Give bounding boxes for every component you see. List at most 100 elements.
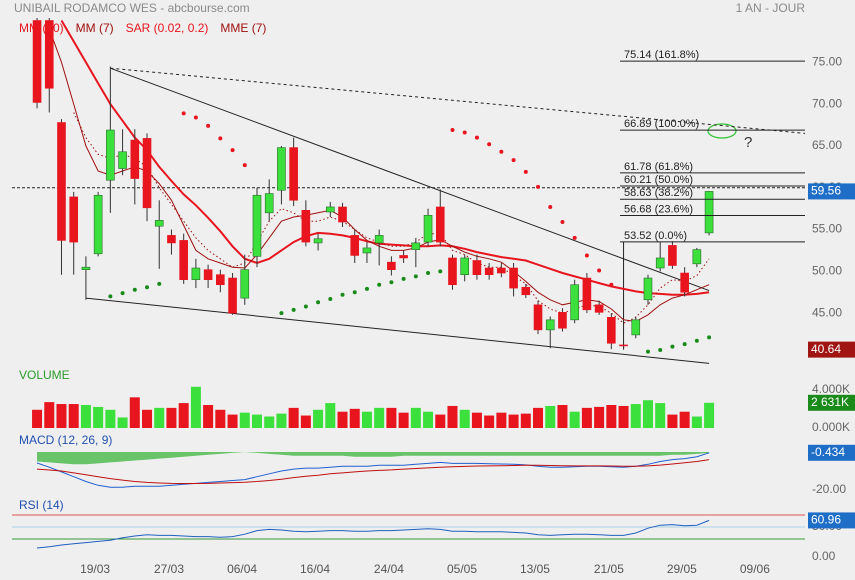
sar-dot (438, 269, 443, 274)
candle-body (399, 255, 408, 259)
x-tick-label: 13/05 (520, 562, 550, 576)
volume-bar (276, 413, 287, 428)
volume-bar (496, 412, 507, 428)
sar-dot (230, 148, 235, 153)
sar-dot (682, 342, 687, 347)
volume-bar (691, 416, 702, 428)
x-tick-label: 05/05 (447, 562, 477, 576)
series-line (36, 519, 710, 549)
candle-body (594, 304, 604, 313)
x-tick-label: 29/05 (667, 562, 697, 576)
sar-dot (352, 290, 357, 295)
rsi-badge: 60.96 (811, 513, 841, 527)
annotation: ? (744, 134, 752, 151)
fib-label: 58.63 (38.2%) (624, 187, 693, 199)
x-tick-label: 19/03 (80, 562, 110, 576)
candle-body (179, 240, 188, 281)
sar-dot (572, 235, 577, 240)
volume-bar (386, 407, 397, 428)
y-tick-label: 0.000K (812, 420, 850, 434)
fib-label: 56.68 (23.6%) (624, 203, 693, 215)
histogram-area (37, 452, 710, 465)
candle-body (668, 245, 677, 266)
sar-dot (206, 123, 211, 128)
x-tick-label: 27/03 (154, 562, 184, 576)
sar-dot (218, 136, 223, 141)
sar-dot (609, 282, 614, 287)
candle-body (582, 277, 592, 311)
candle-body (509, 267, 518, 289)
y-tick-label: 45.00 (812, 305, 842, 319)
candle-body (533, 304, 543, 331)
candle-body (81, 266, 91, 270)
last-price-badge: 59.56 (811, 184, 841, 198)
sar-dot (548, 204, 553, 209)
volume-bar (594, 406, 605, 428)
macd-badge: -0.434 (811, 445, 845, 459)
fib-label: 60.21 (50.0%) (624, 174, 693, 186)
volume-bar (251, 414, 262, 428)
volume-bar (606, 405, 617, 428)
sar-dot (450, 128, 455, 133)
sar-dot (120, 291, 125, 296)
volume-bar (154, 407, 165, 428)
y-tick-label: 65.00 (812, 138, 842, 152)
volume-bar (190, 386, 201, 428)
sar-dot (316, 300, 321, 305)
sar-dot (157, 281, 162, 286)
candle-body (338, 206, 347, 223)
sar-dot (303, 304, 308, 309)
volume-bar (545, 405, 556, 428)
volume-bar (704, 402, 715, 428)
volume-bar (642, 400, 653, 428)
x-tick-label: 09/06 (740, 562, 770, 576)
candle-body (130, 139, 140, 179)
x-tick-label: 24/04 (374, 562, 404, 576)
volume-bar (325, 403, 336, 428)
last-price-badge-bg (808, 183, 855, 200)
sar-dot (132, 287, 137, 292)
fib-label: 66.89 (100.0%) (624, 118, 699, 130)
candle-body (692, 249, 702, 265)
volume-bar (630, 404, 641, 428)
volume-bar (264, 416, 275, 428)
candle-body (521, 286, 531, 296)
series-line (73, 112, 710, 324)
sar-dot (108, 294, 113, 299)
candle-body (558, 312, 567, 329)
candle-body (216, 274, 225, 286)
sar-dot (145, 285, 150, 290)
trendline (110, 67, 710, 292)
volume-bar (655, 403, 666, 428)
volume-bar (447, 405, 458, 428)
fib-label: 75.14 (161.8%) (624, 49, 699, 61)
x-tick-label: 06/04 (227, 562, 257, 576)
x-tick-label: 21/05 (594, 562, 624, 576)
legend-entry: MM (7) (76, 21, 114, 35)
candle-body (154, 220, 164, 227)
volume-bar (520, 413, 531, 428)
candle-body (545, 319, 555, 331)
candle-body (350, 235, 360, 256)
candle-body (313, 238, 323, 244)
sar-dot (560, 220, 565, 225)
candle-body (655, 257, 665, 269)
page-title: UNIBAIL RODAMCO WES - abcbourse.com (14, 1, 250, 15)
sar-dot (401, 276, 406, 281)
volume-bar (557, 405, 568, 428)
volume-bar (93, 406, 104, 428)
legend-entry: MME (7) (220, 21, 266, 35)
sar-dot (279, 311, 284, 316)
sar-dot (340, 292, 345, 297)
candle-body (228, 277, 237, 314)
volume-bar (215, 409, 226, 428)
panel-title: RSI (14) (19, 498, 64, 512)
sar-dot (462, 130, 467, 135)
volume-bar (484, 415, 495, 428)
sar-dot (499, 149, 504, 154)
fib-label: 53.52 (0.0%) (624, 230, 687, 242)
candle-body (69, 196, 79, 243)
candle-body (387, 261, 396, 270)
